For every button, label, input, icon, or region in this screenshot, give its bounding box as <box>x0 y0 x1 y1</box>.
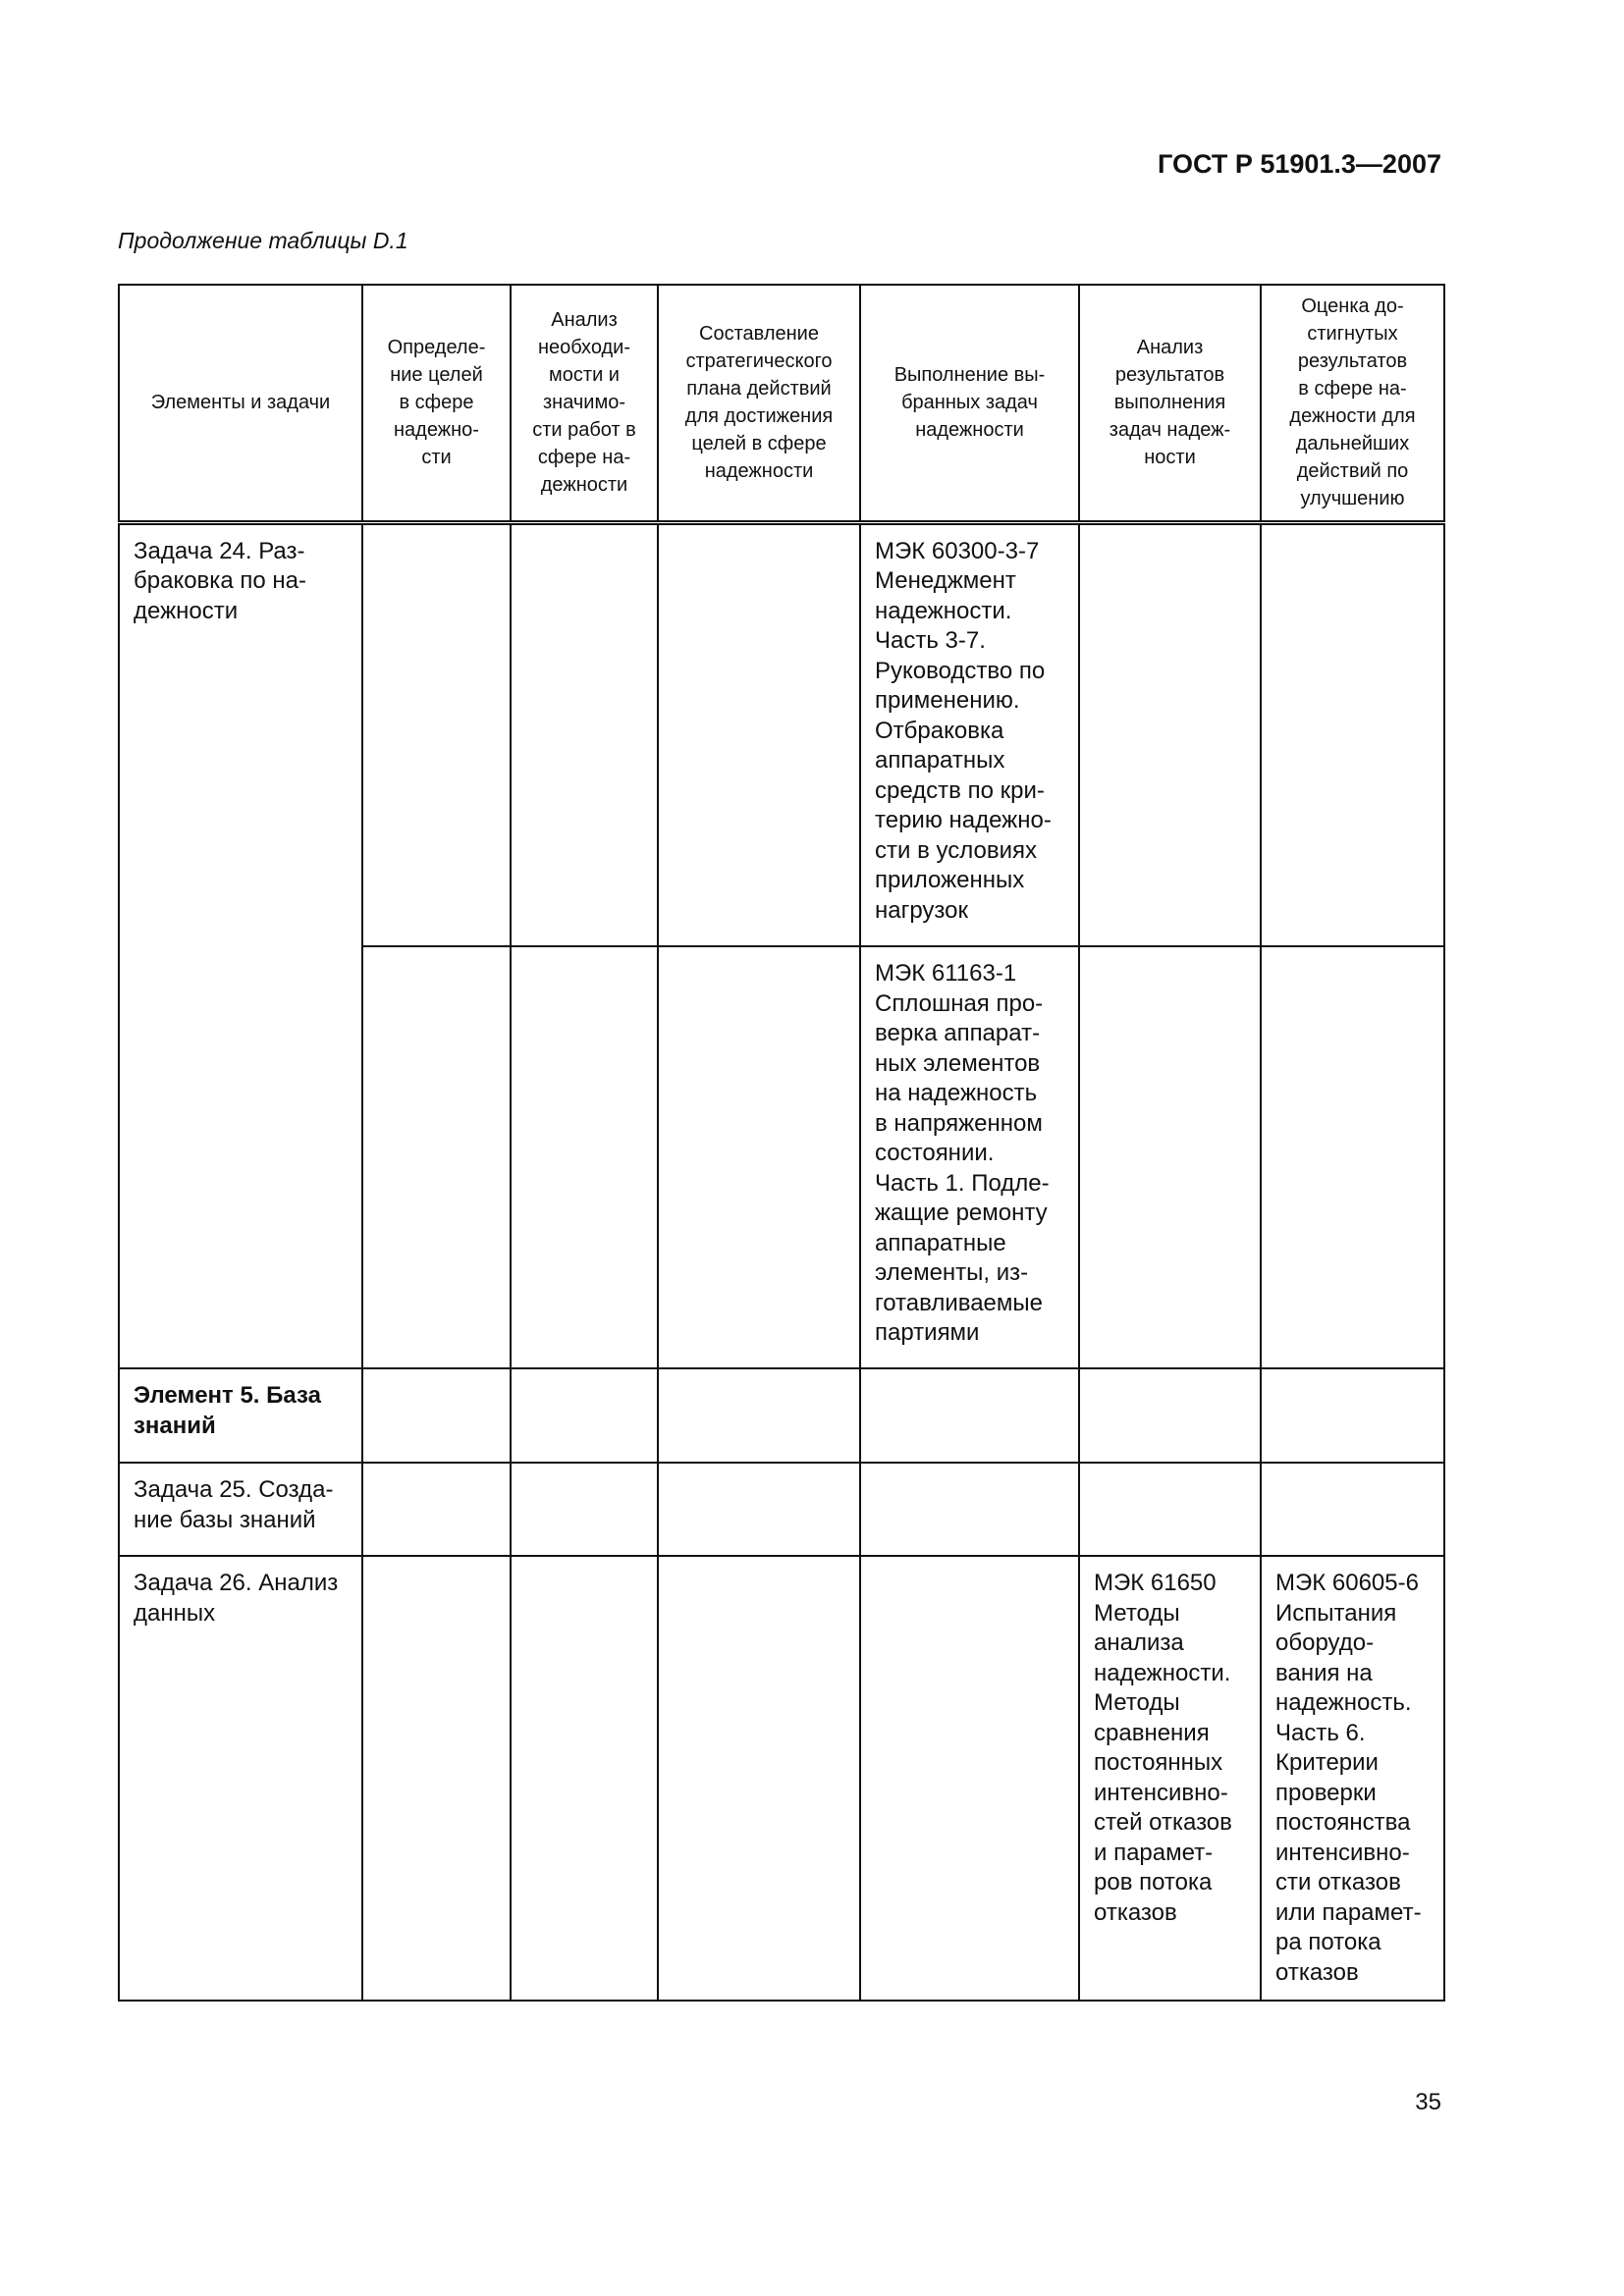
element-cell: Задача 24. Раз- браковка по на- дежности <box>118 521 363 1369</box>
table-cell <box>1260 945 1445 1369</box>
table-cell <box>510 1462 659 1557</box>
column-header: Анализ результатов выполнения задач наде… <box>1078 284 1262 525</box>
table-cell <box>1260 521 1445 947</box>
element-cell: Элемент 5. База знаний <box>118 1367 363 1464</box>
table-cell <box>859 1462 1080 1557</box>
table-cell: МЭК 61650 Методы анализа надежности. Мет… <box>1078 1555 1262 2002</box>
table-caption: Продолжение таблицы D.1 <box>118 228 408 253</box>
table-cell <box>510 1555 659 2002</box>
table-cell <box>1078 1462 1262 1557</box>
table-cell <box>657 1462 861 1557</box>
table-cell <box>361 945 512 1369</box>
table-cell: МЭК 60605-6 Испытания оборудо- вания на … <box>1260 1555 1445 2002</box>
table-row: Элемент 5. База знаний <box>118 1367 1445 1464</box>
column-header: Определе- ние целей в сфере надежно- сти <box>361 284 512 525</box>
table-cell <box>1078 945 1262 1369</box>
page-number: 35 <box>1415 2089 1441 2115</box>
column-header: Выполнение вы- бранных задач надежности <box>859 284 1080 525</box>
table-cell <box>1260 1462 1445 1557</box>
table-cell <box>1078 1367 1262 1464</box>
table-cell <box>657 1555 861 2002</box>
table-cell <box>510 1367 659 1464</box>
table-row: Задача 24. Раз- браковка по на- дежности… <box>118 521 1445 1369</box>
table-cell <box>361 1367 512 1464</box>
table-cell <box>859 1555 1080 2002</box>
table-cell: МЭК 61163-1 Сплошная про- верка аппарат-… <box>859 945 1080 1369</box>
table-cell <box>361 1462 512 1557</box>
table-cell <box>657 1367 861 1464</box>
table-cell <box>859 1367 1080 1464</box>
standards-table: Элементы и задачи Определе- ние целей в … <box>118 284 1445 2002</box>
column-header: Оценка до- стигнутых результатов в сфере… <box>1260 284 1445 525</box>
column-header: Составление стратегического плана действ… <box>657 284 861 525</box>
element-cell: Задача 25. Созда- ние базы знаний <box>118 1462 363 1557</box>
table-cell: МЭК 60300-3-7 Менеджмент надежности. Час… <box>859 521 1080 947</box>
table-cell <box>1078 521 1262 947</box>
table-row: МЭК 61163-1 Сплошная про- верка аппарат-… <box>119 945 1445 1369</box>
table-cell <box>1260 1367 1445 1464</box>
table-cell <box>657 521 861 947</box>
column-header: Элементы и задачи <box>118 284 363 525</box>
element-cell: Задача 26. Анализ данных <box>118 1555 363 2002</box>
table-row: Задача 25. Созда- ние базы знаний <box>118 1462 1445 1557</box>
table-row: Задача 26. Анализ данных МЭК 61650 Метод… <box>118 1555 1445 2002</box>
document-id: ГОСТ Р 51901.3—2007 <box>1158 149 1441 179</box>
table-cell <box>361 521 512 947</box>
table-cell <box>510 945 659 1369</box>
table-cell <box>361 1555 512 2002</box>
table-cell <box>657 945 861 1369</box>
column-header: Анализ необходи- мости и значимо- сти ра… <box>510 284 659 525</box>
table-cell <box>510 521 659 947</box>
